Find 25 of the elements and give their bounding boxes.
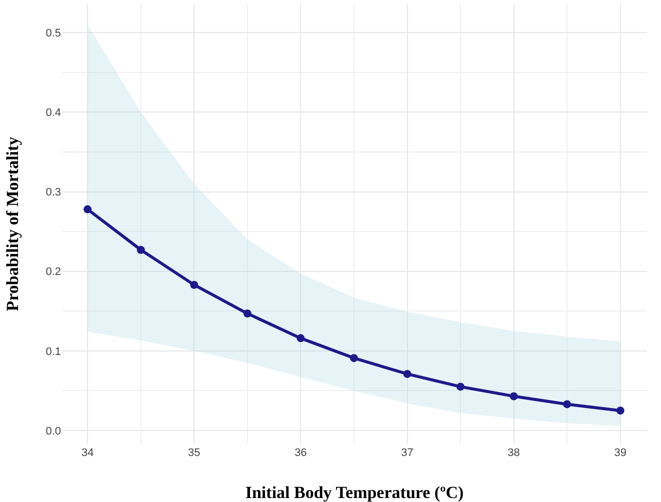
- point: [456, 382, 465, 391]
- point: [350, 354, 358, 362]
- point: [136, 246, 145, 254]
- y-tick-label: 0.4: [46, 107, 61, 120]
- point: [403, 370, 412, 378]
- y-tick-label: 0.1: [46, 346, 61, 358]
- x-tick-label: 38: [508, 447, 520, 459]
- point: [84, 205, 92, 214]
- y-axis-title: Probability of Mortality: [3, 136, 22, 312]
- point: [616, 406, 624, 415]
- point: [510, 392, 518, 400]
- y-tick-label: 0.0: [46, 425, 61, 438]
- x-tick-label: 34: [81, 447, 94, 459]
- x-axis-title: Initial Body Temperature (ºC): [245, 483, 464, 502]
- x-tick-label: 37: [401, 447, 414, 459]
- y-tick-label: 0.5: [46, 27, 61, 40]
- x-tick-label: 39: [614, 447, 626, 459]
- y-tick-label: 0.2: [46, 266, 61, 278]
- x-tick-label: 36: [294, 447, 307, 459]
- x-tick-label: 35: [188, 447, 200, 459]
- point: [190, 280, 198, 289]
- point: [243, 310, 252, 318]
- y-tick-label: 0.3: [46, 186, 61, 199]
- point: [296, 334, 305, 342]
- point: [563, 400, 572, 408]
